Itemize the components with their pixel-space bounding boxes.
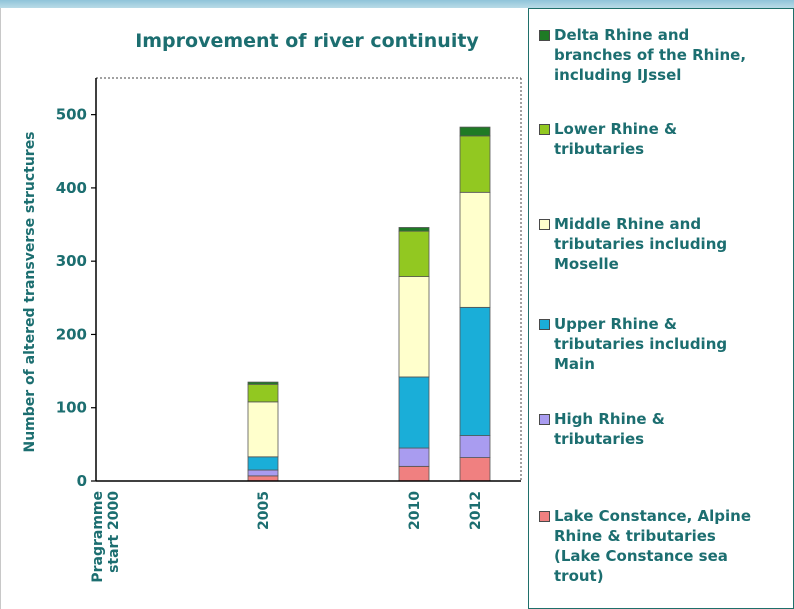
bar-segment xyxy=(459,435,491,458)
y-tick-label: 300 xyxy=(56,252,87,270)
bar-segment xyxy=(398,447,430,467)
bar-segment xyxy=(247,401,279,458)
bar-segment xyxy=(398,276,430,378)
y-axis-label: Number of altered transverse structures xyxy=(22,131,38,452)
y-tick-label: 400 xyxy=(56,179,87,197)
legend-label: High Rhine & tributaries xyxy=(554,410,665,448)
bar-segment xyxy=(459,126,491,137)
bar-segment xyxy=(459,306,491,436)
plot-layer: 0 100 200 300 400 500 Pragrammestart 2000 2005 2… xyxy=(56,77,522,583)
top-banner xyxy=(0,0,794,8)
x-tick-label: 2010 xyxy=(407,491,423,530)
y-tick-label: 0 xyxy=(77,472,87,490)
y-tick-label: 100 xyxy=(56,399,87,417)
legend-label: Upper Rhine & tributaries including Main xyxy=(554,315,728,373)
bar-segment xyxy=(459,457,491,482)
bar-segment xyxy=(398,465,430,482)
bar-segment xyxy=(398,376,430,449)
bar-segment xyxy=(398,230,430,277)
legend-swatch xyxy=(539,30,550,41)
bar-segment xyxy=(247,469,279,477)
legend-label: Lake Constance, Alpine Rhine & tributari… xyxy=(554,507,752,585)
bar-segment xyxy=(247,456,279,471)
legend-swatch xyxy=(539,124,550,135)
legend: Delta Rhine and branches of the Rhine, i… xyxy=(528,8,794,609)
legend-swatch xyxy=(539,219,550,230)
chart-svg: Improvement of river continuity Number o… xyxy=(22,30,522,583)
bar-segment xyxy=(398,227,430,232)
legend-label: Lower Rhine & tributaries xyxy=(554,120,678,158)
bar-segment xyxy=(459,135,491,193)
chart-title: Improvement of river continuity xyxy=(135,30,479,52)
legend-label: Delta Rhine and branches of the Rhine, i… xyxy=(554,26,747,84)
legend-swatch xyxy=(539,511,550,522)
x-tick-label: Pragrammestart 2000 xyxy=(90,491,122,583)
legend-swatch xyxy=(539,319,550,330)
legend-swatch xyxy=(539,414,550,425)
bar-segment xyxy=(247,475,279,482)
bar-segment xyxy=(247,383,279,403)
y-tick-label: 200 xyxy=(56,325,87,343)
x-tick-label: 2005 xyxy=(256,491,272,530)
bar-segment xyxy=(247,381,279,385)
legend-label: Middle Rhine and tributaries including M… xyxy=(554,215,728,273)
bar-segment xyxy=(459,191,491,308)
chart-area: Improvement of river continuity Number o… xyxy=(0,8,528,609)
y-tick-label: 500 xyxy=(56,106,87,124)
x-tick-label: 2012 xyxy=(468,491,484,530)
